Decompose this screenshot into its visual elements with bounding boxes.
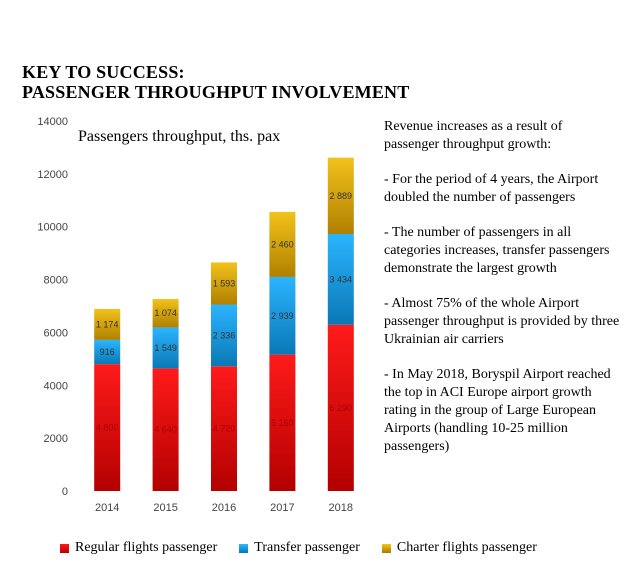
legend-swatch-charter bbox=[381, 543, 391, 553]
data-label-transfer-2017: 2 939 bbox=[271, 311, 294, 321]
x-tick-label: 2018 bbox=[329, 502, 353, 514]
bar-transfer-2017 bbox=[269, 276, 296, 355]
legend-label-regular: Regular flights passenger bbox=[75, 540, 218, 555]
bar-regular-2014 bbox=[94, 364, 121, 491]
data-label-charter-2015: 1 074 bbox=[154, 308, 177, 318]
legend-swatch-transfer bbox=[239, 543, 249, 553]
data-label-charter-2018: 2 889 bbox=[330, 191, 353, 201]
legend-label-charter: Charter flights passenger bbox=[396, 540, 537, 555]
bar-transfer-2014 bbox=[94, 339, 121, 365]
y-tick-label: 2000 bbox=[44, 433, 68, 445]
data-label-regular-2015: 4 640 bbox=[154, 425, 177, 435]
data-label-transfer-2016: 2 336 bbox=[213, 330, 236, 340]
x-tick-label: 2015 bbox=[153, 502, 177, 514]
bar-regular-2016 bbox=[211, 366, 237, 491]
chart-legend: Regular flights passenger Transfer passe… bbox=[60, 540, 620, 556]
bar-charter-2017 bbox=[269, 211, 296, 277]
y-tick-label: 6000 bbox=[44, 327, 68, 339]
legend-swatch-regular bbox=[60, 543, 69, 553]
legend-item-transfer: Transfer passenger bbox=[239, 540, 360, 556]
side-point-1: - For the period of 4 years, the Airport… bbox=[384, 172, 599, 205]
bar-transfer-2018 bbox=[327, 234, 354, 325]
data-label-charter-2014: 1 174 bbox=[96, 319, 119, 329]
title-line-2: PASSENGER THROUGHPUT INVOLVEMENT bbox=[22, 82, 410, 102]
bar-regular-2018 bbox=[327, 324, 354, 491]
side-intro: Revenue increases as a result of passeng… bbox=[384, 119, 563, 152]
y-axis: 0 2000 4000 6000 8000 10000 12000 14000 bbox=[37, 116, 68, 498]
bar-regular-2015 bbox=[152, 368, 179, 491]
data-label-transfer-2014: 916 bbox=[100, 347, 115, 357]
side-point-2: - The number of passengers in all catego… bbox=[384, 225, 610, 276]
bar-charter-2014 bbox=[94, 308, 121, 340]
y-tick-label: 14000 bbox=[37, 116, 68, 128]
y-tick-label: 8000 bbox=[44, 275, 68, 287]
x-tick-label: 2016 bbox=[212, 502, 236, 514]
y-tick-label: 0 bbox=[62, 486, 68, 498]
page-title: KEY TO SUCCESS: PASSENGER THROUGHPUT INV… bbox=[22, 62, 409, 102]
y-tick-label: 4000 bbox=[44, 380, 68, 392]
y-tick-label: 12000 bbox=[37, 169, 68, 181]
data-label-regular-2018: 6 290 bbox=[330, 403, 353, 413]
bar-charter-2015 bbox=[152, 299, 179, 328]
bar-transfer-2016 bbox=[211, 304, 237, 367]
data-label-charter-2017: 2 460 bbox=[271, 239, 294, 249]
x-tick-label: 2014 bbox=[95, 502, 119, 514]
bars: 4 800 916 1 174 4 640 1 549 1 074 4 720 2 336 1 … bbox=[94, 157, 354, 491]
data-label-transfer-2018: 3 434 bbox=[330, 274, 353, 284]
legend-item-charter: Charter flights passenger bbox=[381, 540, 537, 556]
x-tick-label: 2017 bbox=[270, 502, 294, 514]
side-point-4: - In May 2018, Boryspil Airport reached … bbox=[384, 367, 611, 454]
x-axis: 2014 2015 2016 2017 2018 bbox=[95, 502, 353, 514]
bar-charter-2018 bbox=[327, 157, 354, 235]
chart-title: Passengers throughput, ths. pax bbox=[78, 128, 280, 145]
legend-label-transfer: Transfer passenger bbox=[254, 540, 360, 555]
side-notes: Revenue increases as a result of passeng… bbox=[384, 118, 620, 473]
data-label-regular-2016: 4 720 bbox=[213, 424, 236, 434]
data-label-regular-2017: 5 160 bbox=[271, 418, 294, 428]
side-point-3: - Almost 75% of the whole Airport passen… bbox=[384, 296, 620, 347]
bar-transfer-2015 bbox=[152, 327, 179, 369]
data-label-charter-2016: 1 593 bbox=[213, 278, 236, 288]
data-label-regular-2014: 4 800 bbox=[96, 423, 119, 433]
data-label-transfer-2015: 1 549 bbox=[154, 343, 177, 353]
y-tick-label: 10000 bbox=[37, 222, 68, 234]
bar-charter-2016 bbox=[211, 262, 237, 305]
bar-regular-2017 bbox=[269, 354, 296, 491]
title-line-1: KEY TO SUCCESS: bbox=[22, 62, 185, 82]
legend-item-regular: Regular flights passenger bbox=[60, 540, 217, 556]
